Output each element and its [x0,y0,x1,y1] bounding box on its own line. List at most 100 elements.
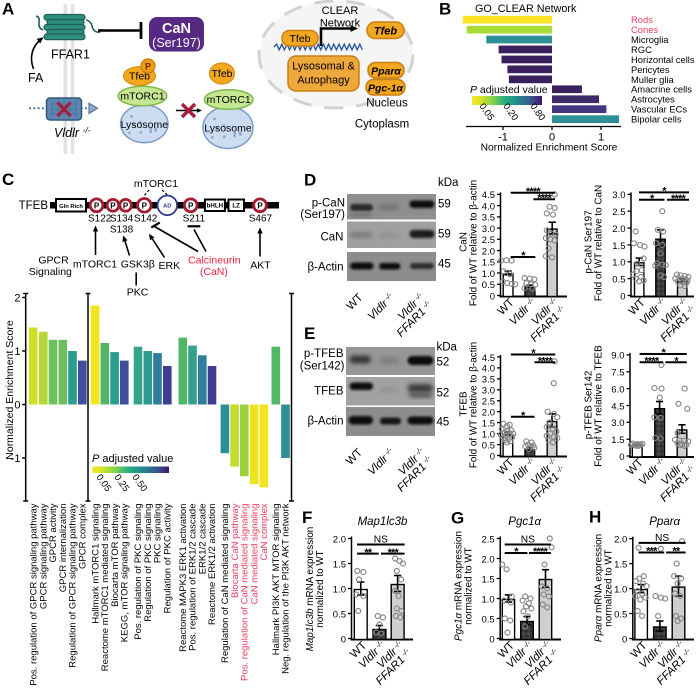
svg-text:GSK3β: GSK3β [121,259,155,271]
svg-text:kDa: kDa [437,342,458,354]
svg-text:1.0: 1.0 [481,594,494,605]
svg-text:P adjusted value: P adjusted value [470,84,548,96]
svg-text:1.0: 1.0 [333,584,346,595]
svg-text:6.0: 6.0 [611,384,624,395]
svg-text:1.5: 1.5 [612,241,625,252]
svg-text:KEGG, mTOR signaling pathway: KEGG, mTOR signaling pathway [120,503,131,642]
svg-text:Neg. regulation of the PI3K AK: Neg. regulation of the PI3K AKT network [281,503,292,674]
svg-text:Vldlr -/-: Vldlr -/- [54,125,91,140]
svg-text:1.5: 1.5 [611,435,624,446]
svg-text:CaN: CaN [162,21,191,37]
svg-text:45: 45 [437,417,450,429]
svg-text:Tfeb: Tfeb [129,71,150,83]
svg-text:CaN complex: CaN complex [259,503,270,560]
svg-text:RGC: RGC [631,44,652,55]
svg-text:1.5: 1.5 [333,559,346,570]
svg-text:Fold of WT relative to TFEB: Fold of WT relative to TFEB [594,345,605,467]
svg-text:Cytoplasm: Cytoplasm [355,119,409,131]
svg-text:4.0: 4.0 [482,201,495,212]
svg-text:PKC signaling: PKC signaling [153,504,164,564]
svg-text:(CaN): (CaN) [200,266,228,278]
svg-text:Tfeb: Tfeb [289,33,310,45]
svg-text:p-TFEB Ser142: p-TFEB Ser142 [584,371,595,440]
svg-text:1: 1 [598,132,604,144]
svg-text:****: **** [538,356,553,368]
svg-text:B: B [439,0,451,19]
svg-text:3.5: 3.5 [482,375,495,386]
svg-text:Tfeb: Tfeb [211,68,232,80]
svg-text:GPCR complex: GPCR complex [78,503,89,569]
svg-text:1.5: 1.5 [482,418,495,429]
svg-text:Reactome ERK1/2 activation: Reactome ERK1/2 activation [207,504,218,625]
svg-text:2.5: 2.5 [481,534,494,545]
svg-text:Vascular ECs: Vascular ECs [631,104,687,115]
svg-text:***: *** [646,546,658,558]
svg-text:β-Actin: β-Actin [307,262,343,274]
svg-text:P: P [145,62,151,72]
svg-text:NS: NS [521,535,535,546]
svg-text:Reactome MAPK3 ERK1 activation: Reactome MAPK3 ERK1 activation [178,504,189,652]
svg-text:0: 0 [490,451,495,462]
svg-text:1.5: 1.5 [482,258,495,269]
svg-text:*: * [662,186,667,198]
svg-text:2.5: 2.5 [482,397,495,408]
svg-text:β-Actin: β-Actin [307,416,343,428]
svg-text:Biocarta CaN pathway: Biocarta CaN pathway [230,503,241,598]
svg-text:2.0: 2.0 [481,554,494,565]
svg-text:Pgc1α: Pgc1α [508,516,541,528]
svg-text:7.5: 7.5 [611,368,624,379]
svg-text:3.0: 3.0 [482,224,495,235]
svg-text:****: **** [644,356,659,368]
svg-text:Pparα: Pparα [371,66,401,78]
svg-text:****: **** [537,193,552,205]
svg-text:2: 2 [14,293,20,305]
svg-text:p-CaN: p-CaN [312,198,345,210]
svg-text:P: P [257,201,263,210]
svg-text:0.5: 0.5 [482,280,495,291]
svg-text:Rods: Rods [631,14,653,25]
svg-text:0: 0 [341,634,346,645]
svg-text:Amacrine cells: Amacrine cells [631,84,692,95]
svg-text:P: P [110,201,116,210]
svg-text:GPCR: GPCR [38,255,69,267]
svg-text:GO_CLEAR Network: GO_CLEAR Network [475,3,577,15]
svg-text:E: E [304,324,315,343]
svg-text:Lysosome: Lysosome [121,119,169,131]
svg-text:S467: S467 [249,214,273,225]
svg-text:Horizontal cells: Horizontal cells [631,54,695,65]
svg-text:1: 1 [14,346,20,358]
svg-text:(Ser197): (Ser197) [152,36,201,50]
svg-text:PKC: PKC [127,287,149,299]
svg-text:1.5: 1.5 [614,559,627,570]
svg-text:59: 59 [438,199,451,211]
svg-text:3.5: 3.5 [482,213,495,224]
svg-text:A: A [2,0,14,19]
svg-text:NS: NS [374,535,388,546]
svg-text:0: 0 [14,400,20,412]
svg-text:mTORC1: mTORC1 [134,178,178,190]
svg-text:0: 0 [489,634,494,645]
svg-text:Tfeb: Tfeb [374,26,398,38]
svg-text:Regulation of PKC signaling: Regulation of PKC signaling [143,504,154,622]
svg-text:4.0: 4.0 [482,364,495,375]
svg-text:H: H [589,508,601,527]
svg-text:GPCR activity: GPCR activity [48,503,59,562]
svg-text:2.5: 2.5 [612,207,625,218]
svg-text:Hallmark mTORC1 signaling: Hallmark mTORC1 signaling [90,504,101,624]
svg-text:(Ser142): (Ser142) [300,361,345,373]
svg-text:GPCR signaling pathway: GPCR signaling pathway [39,503,50,609]
svg-text:0: 0 [549,132,555,144]
svg-text:CLEAR: CLEAR [322,5,359,17]
svg-text:1.0: 1.0 [614,584,627,595]
svg-text:2.0: 2.0 [612,224,625,235]
svg-text:P: P [142,201,148,210]
svg-text:****: **** [671,193,686,205]
svg-text:Pparα: Pparα [649,516,680,528]
svg-text:*: * [674,356,679,368]
svg-text:Autophagy: Autophagy [297,75,350,87]
svg-text:2.0: 2.0 [333,534,346,545]
svg-text:kDa: kDa [438,177,459,189]
svg-text:bHLH: bHLH [207,203,224,210]
svg-text:NS: NS [655,533,669,544]
svg-text:-1: -1 [11,453,21,465]
